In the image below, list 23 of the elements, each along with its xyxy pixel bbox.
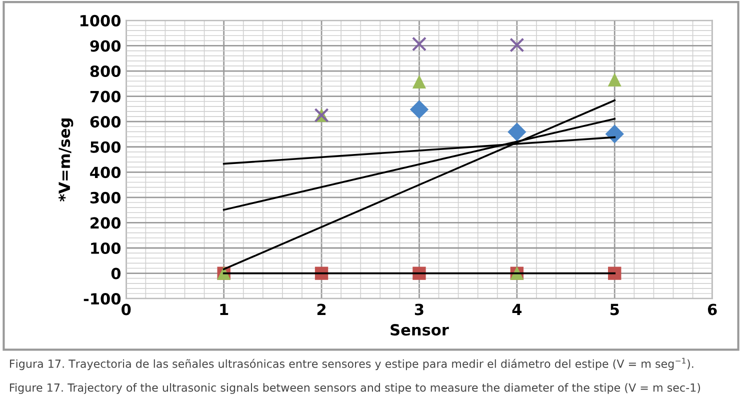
y-tick-label: 600 [90,116,121,128]
y-tick-label: -100 [84,293,121,305]
text: Figura 17. Trayectoria de las señales ultrasónicas entre sensores y estipe para medir el diámetro del estipe (V = m seg$^{−1}$). [10,358,694,370]
x-tick-label: 0 [122,304,131,316]
y-tick-label: 100 [91,242,121,254]
y-tick-label: 1000 [80,14,121,26]
y-tick-label: 0 [111,268,121,280]
y-tick-label: 300 [90,192,121,204]
y-axis-title: *V=m/seg [58,118,74,202]
x-tick-label: 6 [708,304,717,316]
x-axis-title: Sensor [390,324,449,336]
x-tick-label: 4 [512,304,522,316]
x-tick-label: 1 [220,304,228,316]
x-tick-label: 3 [414,304,424,316]
y-tick-label: 400 [90,166,121,178]
caption: Figure 17. Trajectory of the ultrasonic signals between sensors and stipe to measure the diameter of the stipe (V = m sec-1) [10,383,700,394]
y-tick-label: 200 [90,217,121,229]
x-tick-label: 5 [610,304,619,316]
y-tick-label: 900 [90,40,121,52]
y-tick-label: 700 [90,90,121,102]
y-tick-label: 800 [90,65,121,78]
y-tick-label: 500 [90,141,121,153]
x-tick-label: 2 [317,304,326,316]
